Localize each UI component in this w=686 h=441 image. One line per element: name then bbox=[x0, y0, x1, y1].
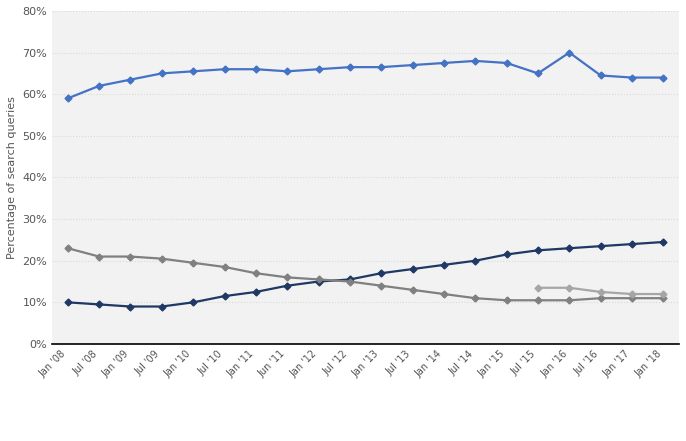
Microsoft Sites bbox=[158, 304, 166, 309]
Microsoft Sites bbox=[471, 258, 480, 263]
Microsoft Sites bbox=[346, 277, 354, 282]
Oath bbox=[252, 271, 260, 276]
Oath bbox=[346, 279, 354, 284]
Oath bbox=[158, 256, 166, 261]
Google Sites bbox=[408, 63, 416, 68]
AOL Inc. bbox=[597, 289, 605, 295]
Oath bbox=[377, 283, 386, 288]
Microsoft Sites bbox=[597, 243, 605, 249]
Google Sites bbox=[565, 50, 573, 55]
Oath bbox=[565, 298, 573, 303]
Line: Oath: Oath bbox=[65, 246, 666, 303]
Google Sites bbox=[503, 60, 511, 66]
Google Sites bbox=[158, 71, 166, 76]
Microsoft Sites bbox=[95, 302, 104, 307]
Google Sites bbox=[377, 64, 386, 70]
Microsoft Sites bbox=[377, 271, 386, 276]
AOL Inc. bbox=[628, 292, 636, 297]
Microsoft Sites bbox=[220, 293, 228, 299]
Oath bbox=[283, 275, 292, 280]
AOL Inc. bbox=[565, 285, 573, 291]
Line: Microsoft Sites: Microsoft Sites bbox=[65, 239, 666, 309]
Oath bbox=[126, 254, 134, 259]
Microsoft Sites bbox=[126, 304, 134, 309]
Oath bbox=[471, 295, 480, 301]
Oath bbox=[314, 277, 322, 282]
Microsoft Sites bbox=[189, 300, 198, 305]
Microsoft Sites bbox=[64, 300, 72, 305]
Google Sites bbox=[252, 67, 260, 72]
Google Sites bbox=[189, 69, 198, 74]
Microsoft Sites bbox=[534, 248, 542, 253]
Oath bbox=[220, 264, 228, 269]
Oath bbox=[503, 298, 511, 303]
Oath bbox=[64, 246, 72, 251]
Google Sites bbox=[440, 60, 448, 66]
Microsoft Sites bbox=[283, 283, 292, 288]
Microsoft Sites bbox=[628, 241, 636, 247]
Google Sites bbox=[314, 67, 322, 72]
Microsoft Sites bbox=[408, 266, 416, 272]
AOL Inc. bbox=[534, 285, 542, 291]
Line: AOL Inc.: AOL Inc. bbox=[536, 285, 666, 296]
Google Sites bbox=[95, 83, 104, 89]
Line: Google Sites: Google Sites bbox=[65, 50, 666, 101]
Google Sites bbox=[534, 71, 542, 76]
Google Sites bbox=[64, 96, 72, 101]
Oath bbox=[628, 295, 636, 301]
Google Sites bbox=[220, 67, 228, 72]
Oath bbox=[189, 260, 198, 265]
Microsoft Sites bbox=[503, 252, 511, 257]
Google Sites bbox=[283, 69, 292, 74]
Google Sites bbox=[597, 73, 605, 78]
Google Sites bbox=[628, 75, 636, 80]
Microsoft Sites bbox=[252, 289, 260, 295]
Google Sites bbox=[346, 64, 354, 70]
Oath bbox=[597, 295, 605, 301]
Oath bbox=[95, 254, 104, 259]
Microsoft Sites bbox=[440, 262, 448, 268]
Google Sites bbox=[471, 58, 480, 64]
Oath bbox=[659, 295, 667, 301]
Microsoft Sites bbox=[659, 239, 667, 245]
Y-axis label: Percentage of search queries: Percentage of search queries bbox=[7, 96, 17, 259]
Google Sites bbox=[659, 75, 667, 80]
Oath bbox=[440, 292, 448, 297]
Oath bbox=[534, 298, 542, 303]
AOL Inc. bbox=[659, 292, 667, 297]
Oath bbox=[408, 287, 416, 292]
Microsoft Sites bbox=[565, 246, 573, 251]
Google Sites bbox=[126, 77, 134, 82]
Microsoft Sites bbox=[314, 279, 322, 284]
